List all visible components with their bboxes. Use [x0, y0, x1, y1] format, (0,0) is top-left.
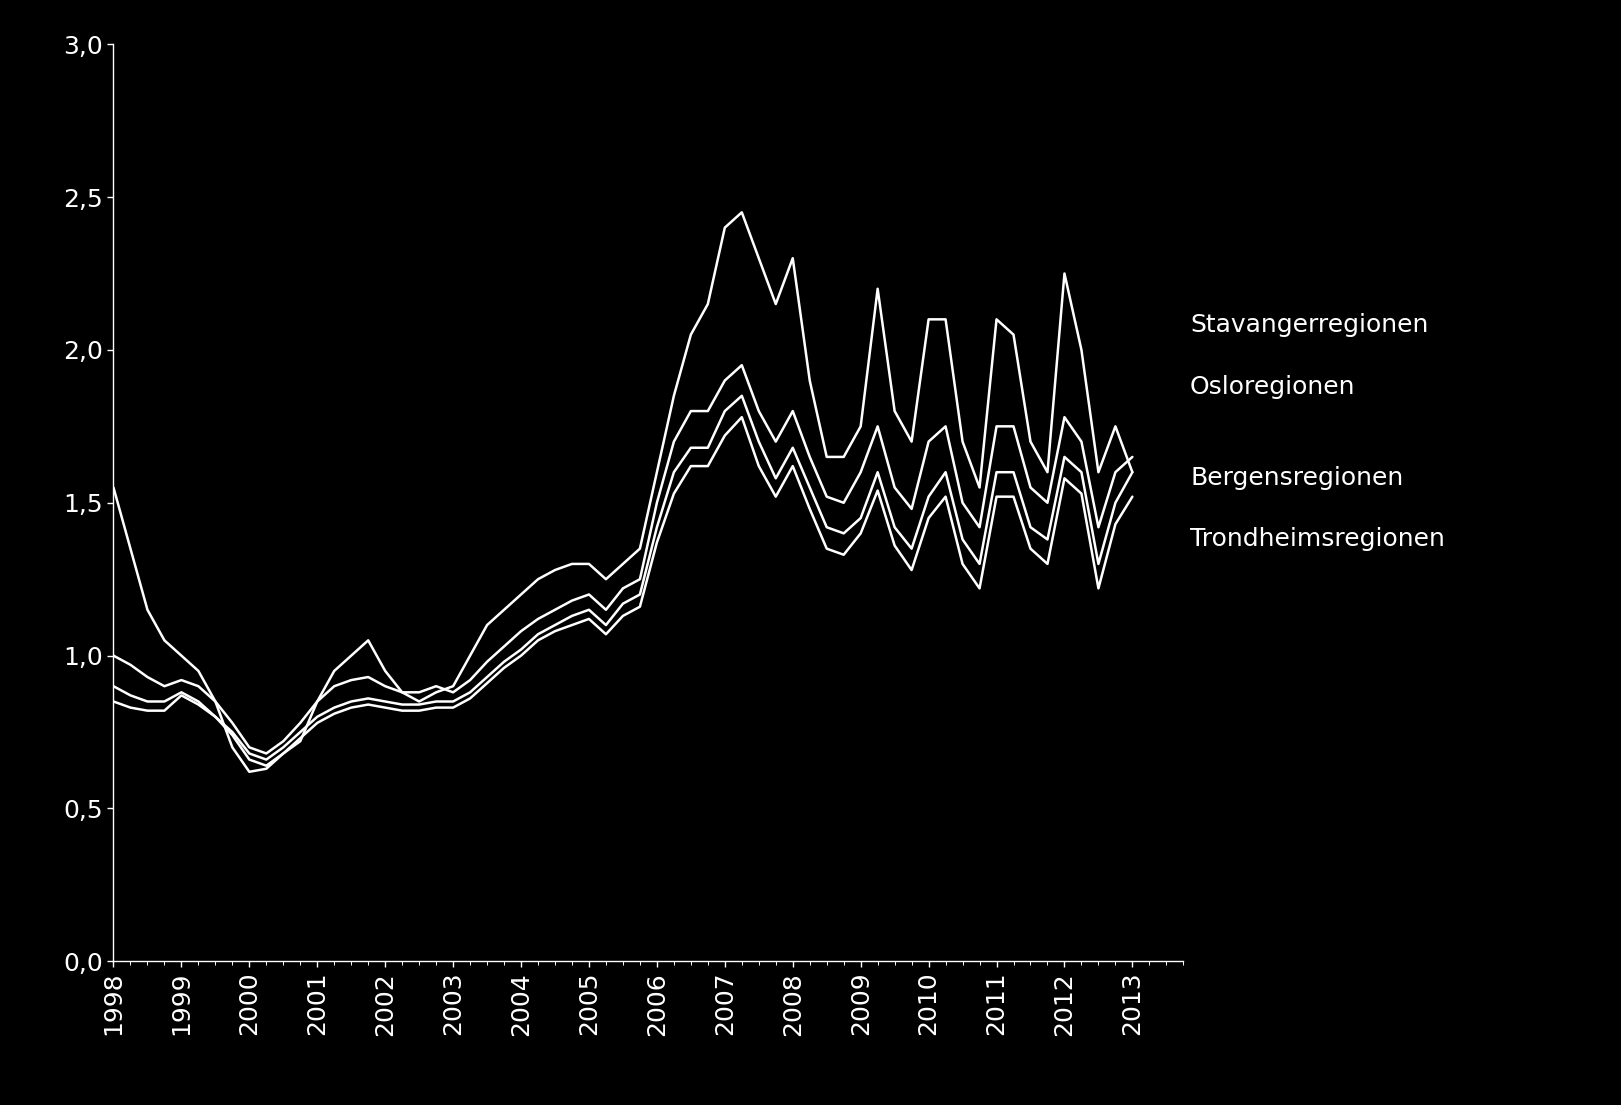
Text: Trondheimsregionen: Trondheimsregionen — [1190, 527, 1444, 551]
Text: Stavangerregionen: Stavangerregionen — [1190, 314, 1428, 337]
Text: Osloregionen: Osloregionen — [1190, 375, 1355, 399]
Text: Bergensregionen: Bergensregionen — [1190, 466, 1404, 491]
